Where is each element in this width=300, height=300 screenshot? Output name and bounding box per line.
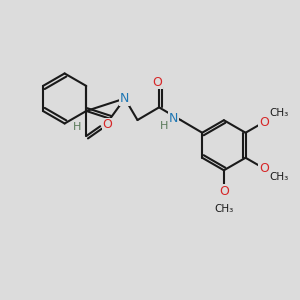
Text: O: O xyxy=(103,118,112,131)
Text: N: N xyxy=(119,92,129,105)
Text: O: O xyxy=(259,162,269,175)
Text: O: O xyxy=(153,76,163,88)
Text: N: N xyxy=(169,112,178,125)
Text: CH₃: CH₃ xyxy=(269,172,289,182)
Text: H: H xyxy=(73,122,82,132)
Text: O: O xyxy=(259,116,269,129)
Text: H: H xyxy=(160,121,169,131)
Text: O: O xyxy=(219,185,229,198)
Text: CH₃: CH₃ xyxy=(269,108,289,118)
Text: CH₃: CH₃ xyxy=(214,204,233,214)
